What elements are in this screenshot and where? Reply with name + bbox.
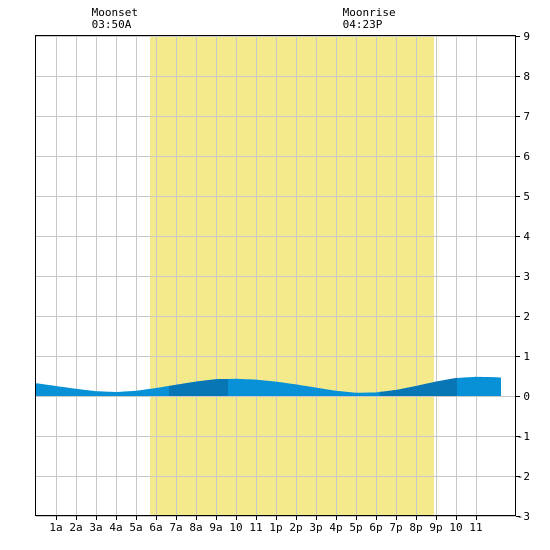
x-tick-label: 7p: [389, 521, 402, 534]
moon-event-time: 04:23P: [343, 18, 383, 31]
y-tick-label: 3: [523, 270, 530, 283]
moon-event-name: Moonrise: [343, 6, 396, 19]
x-tick-label: 3p: [309, 521, 322, 534]
x-tick-label: 5a: [129, 521, 142, 534]
x-tick-label: 1p: [269, 521, 282, 534]
y-tick-label: 6: [523, 150, 530, 163]
y-axis-ticks: -3 -2 -1 0 1 2 3 4 5 6 7 8 9: [516, 30, 530, 523]
x-tick-label: 9a: [209, 521, 222, 534]
water-layer: [36, 376, 501, 396]
x-tick-label: 10: [229, 521, 242, 534]
x-tick-label: 4a: [109, 521, 122, 534]
y-tick-label: 8: [523, 70, 530, 83]
y-tick-label: -1: [517, 430, 530, 443]
y-tick-label: 9: [523, 30, 530, 43]
x-tick-label: 11: [249, 521, 262, 534]
x-tick-label: 10: [449, 521, 462, 534]
x-axis-ticks: 1a 2a 3a 4a 5a 6a 7a 8a 9a 10 11 1p 2p 3p 4p 5p 6p 7p 8p 9p…: [49, 516, 483, 534]
x-tick-label: 6p: [369, 521, 382, 534]
y-tick-label: 1: [523, 350, 530, 363]
y-tick-label: 5: [523, 190, 530, 203]
y-tick-label: -2: [517, 470, 530, 483]
x-tick-label: 8p: [409, 521, 422, 534]
x-tick-label: 1a: [49, 521, 62, 534]
plot-border: [35, 35, 516, 516]
x-tick-label: 7a: [169, 521, 182, 534]
x-tick-label: 9p: [429, 521, 442, 534]
grid-layer: [36, 36, 516, 517]
tide-area-highlight: [169, 378, 228, 396]
x-tick-label: 5p: [349, 521, 362, 534]
moon-event-name: Moonset: [92, 6, 138, 19]
x-tick-label: 6a: [149, 521, 162, 534]
tide-area-highlight: [380, 377, 457, 396]
x-tick-label: 11: [469, 521, 482, 534]
y-tick-label: -3: [517, 510, 530, 523]
y-tick-label: 7: [523, 110, 530, 123]
x-tick-label: 2a: [69, 521, 82, 534]
y-tick-label: 4: [523, 230, 530, 243]
x-tick-label: 2p: [289, 521, 302, 534]
x-tick-label: 3a: [89, 521, 102, 534]
y-tick-label: 2: [523, 310, 530, 323]
x-tick-label: 4p: [329, 521, 342, 534]
tide-area: [36, 376, 501, 396]
moon-event-time: 03:50A: [92, 18, 132, 31]
x-tick-label: 8a: [189, 521, 202, 534]
y-tick-label: 0: [523, 390, 530, 403]
